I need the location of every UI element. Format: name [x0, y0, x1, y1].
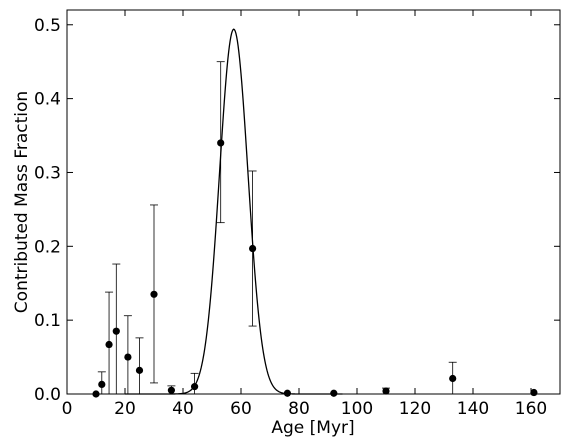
data-point [135, 366, 144, 374]
data-point [92, 390, 100, 398]
y-tick-label: 0.0 [34, 385, 61, 405]
x-tick-label: 40 [172, 399, 194, 419]
data-point [150, 290, 158, 298]
x-tick-label: 100 [341, 399, 373, 419]
axis-ticks [66, 10, 560, 395]
x-tick-label: 0 [62, 399, 73, 419]
x-axis-label: Age [Myr] [271, 418, 354, 438]
data-point [249, 244, 257, 253]
y-tick-label: 0.2 [34, 237, 61, 257]
y-axis-label: Contributed Mass Fraction [12, 91, 32, 313]
x-tick-label: 20 [114, 399, 136, 419]
data-point [530, 388, 538, 397]
data-point [449, 374, 457, 383]
data-points [92, 139, 538, 398]
x-tick-label: 160 [515, 399, 547, 419]
error-bars [97, 61, 457, 395]
data-point [98, 380, 106, 388]
y-tick-label: 0.4 [34, 90, 61, 110]
data-point [167, 386, 175, 394]
data-point [124, 353, 132, 361]
x-tick-label: 60 [230, 399, 252, 419]
data-point [382, 387, 390, 395]
data-point [330, 389, 338, 397]
tick-labels: 0 20 40 60 80 100 120 140 160 0.0 0.1 0.2 0.3 0.4 0.5 [34, 16, 547, 419]
error-bar [135, 337, 144, 395]
data-point [191, 383, 199, 391]
x-tick-label: 80 [288, 399, 310, 419]
data-point [105, 340, 113, 349]
plot-frame [66, 9, 561, 395]
y-tick-label: 0.5 [34, 16, 61, 36]
x-tick-label: 140 [457, 399, 489, 419]
data-point [217, 139, 225, 147]
data-point [112, 327, 120, 335]
y-tick-label: 0.3 [34, 163, 61, 183]
gaussian-fit-curve [125, 28, 343, 395]
x-tick-label: 120 [399, 399, 431, 419]
y-tick-label: 0.1 [34, 311, 61, 331]
data-point [283, 389, 291, 397]
